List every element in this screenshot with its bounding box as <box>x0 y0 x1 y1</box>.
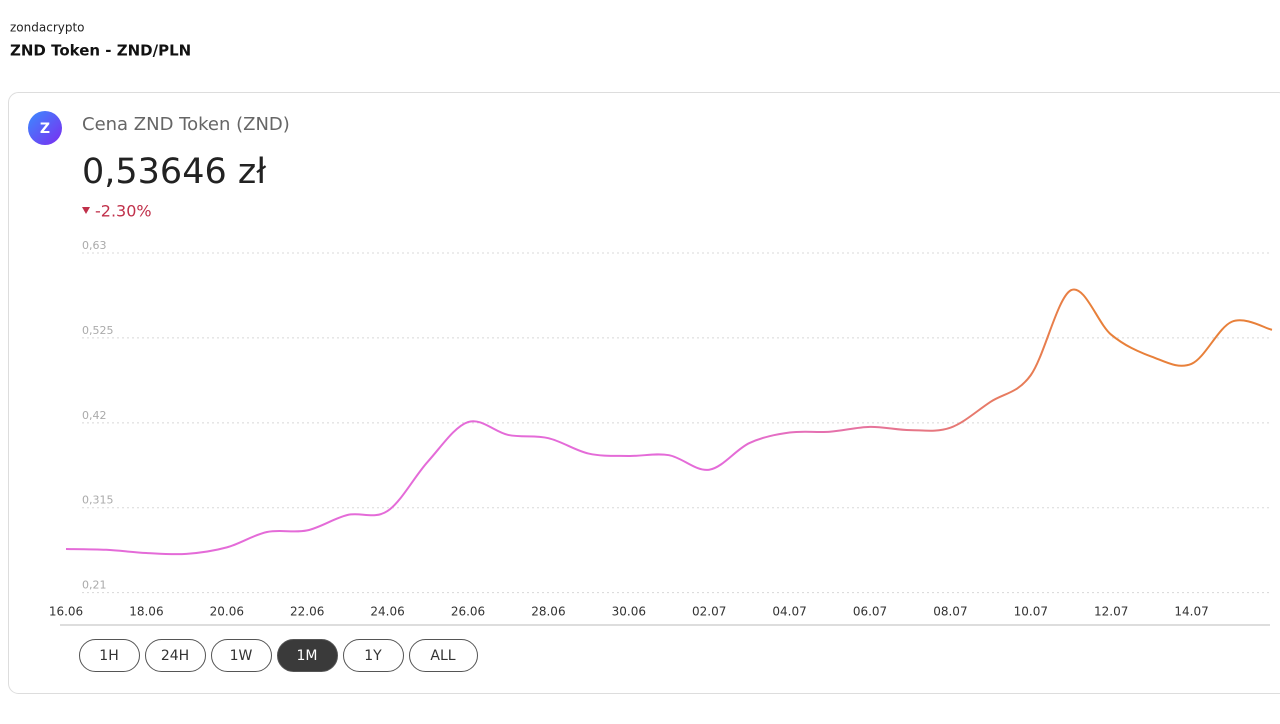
price-change: -2.30% <box>95 202 152 221</box>
y-tick-label: 0,315 <box>82 494 114 507</box>
x-tick-label: 16.06 <box>49 605 83 619</box>
x-tick-label: 02.07 <box>692 605 726 619</box>
range-button-label[interactable]: 1M <box>297 648 318 664</box>
range-button-label[interactable]: 1Y <box>364 648 382 664</box>
logo-glyph: Z <box>40 121 50 137</box>
range-button-label[interactable]: 24H <box>161 648 189 664</box>
range-button-label[interactable]: 1H <box>99 648 118 664</box>
token-name: Cena ZND Token (ZND) <box>82 114 290 135</box>
page-title: ZND Token - ZND/PLN <box>10 42 191 60</box>
y-tick-label: 0,42 <box>82 409 107 422</box>
y-tick-label: 0,63 <box>82 239 107 252</box>
y-tick-label: 0,525 <box>82 324 114 337</box>
x-tick-label: 30.06 <box>612 605 646 619</box>
site-name: zondacrypto <box>10 21 85 35</box>
x-tick-label: 20.06 <box>210 605 244 619</box>
x-tick-label: 08.07 <box>933 605 967 619</box>
x-tick-label: 10.07 <box>1014 605 1048 619</box>
range-button-label[interactable]: ALL <box>430 648 455 664</box>
x-tick-label: 12.07 <box>1094 605 1128 619</box>
x-tick-label: 14.07 <box>1174 605 1208 619</box>
x-tick-label: 24.06 <box>370 605 404 619</box>
range-button-label[interactable]: 1W <box>230 648 253 664</box>
y-tick-label: 0,21 <box>82 579 107 592</box>
x-tick-label: 26.06 <box>451 605 485 619</box>
x-tick-label: 04.07 <box>772 605 806 619</box>
price: 0,53646 zł <box>82 152 266 192</box>
x-tick-label: 22.06 <box>290 605 324 619</box>
x-tick-label: 28.06 <box>531 605 565 619</box>
x-tick-label: 06.07 <box>853 605 887 619</box>
x-tick-label: 18.06 <box>129 605 163 619</box>
